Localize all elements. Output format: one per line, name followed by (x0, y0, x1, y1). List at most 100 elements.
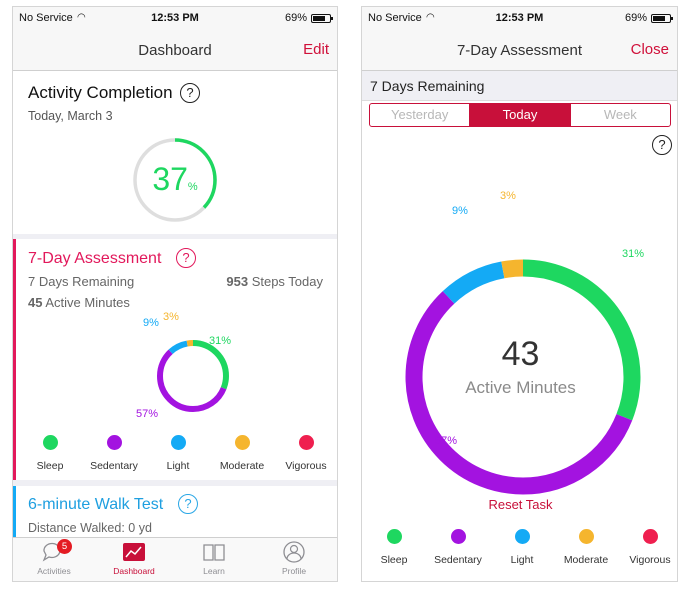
book-icon (201, 541, 227, 563)
tab-label: Dashboard (113, 566, 155, 576)
status-bar: No Service ◠ 12:53 PM 69% (13, 7, 337, 29)
carrier-label: No Service (368, 12, 422, 24)
legend-dot (234, 435, 250, 450)
center-label: Active Minutes (465, 378, 576, 397)
activity-progress-ring (133, 138, 217, 222)
wifi-icon: ◠ (77, 12, 86, 23)
battery-percent: 69% (284, 12, 307, 24)
legend-label: Light (510, 554, 534, 566)
nav-bar: Dashboard Edit (13, 29, 337, 71)
label-light: 9% (452, 205, 468, 217)
activity-progress-arc (133, 138, 217, 222)
legend-label: Vigorous (285, 460, 327, 472)
help-icon[interactable]: ? (178, 494, 198, 514)
assessment-donut-chart (405, 259, 641, 495)
legend-item-light: Light (490, 529, 554, 566)
legend-item-moderate: Moderate (554, 529, 618, 566)
segment-today[interactable]: Today (470, 104, 571, 126)
legend-dot (450, 529, 466, 544)
assessment-card[interactable]: 7-Day Assessment ? 7 Days Remaining 953 … (13, 239, 337, 480)
legend-item-vigorous: Vigorous (274, 435, 337, 472)
legend-dot (170, 435, 186, 450)
tab-profile[interactable]: Profile (254, 541, 334, 576)
reset-task-button[interactable]: Reset Task (488, 497, 553, 512)
status-bar: No Service ◠ 12:53 PM 69% (362, 7, 677, 29)
label-sleep: 31% (209, 335, 232, 347)
segment-yesterday[interactable]: Yesterday (370, 104, 471, 126)
steps-today: 953 Steps Today (226, 274, 323, 289)
status-time: 12:53 PM (495, 12, 544, 24)
active-minutes: 45 Active Minutes (28, 295, 130, 310)
legend-label: Moderate (219, 460, 265, 472)
legend-item-moderate: Moderate (210, 435, 274, 472)
tab-learn[interactable]: Learn (174, 541, 254, 576)
label-moderate: 3% (163, 311, 179, 323)
wifi-icon: ◠ (426, 12, 435, 23)
label-sleep: 31% (622, 248, 645, 260)
legend-item-vigorous: Vigorous (618, 529, 677, 566)
label-sedentary: 57% (136, 408, 159, 420)
activity-percent: 37% (152, 161, 198, 197)
assessment-screen: No Service ◠ 12:53 PM 69% 7-Day Assessme… (361, 6, 678, 582)
walk-test-card[interactable]: 6-minute Walk Test ? Distance Walked: 0 … (13, 486, 337, 546)
profile-icon (281, 541, 307, 563)
tab-label: Profile (281, 566, 307, 576)
tab-label: Learn (203, 566, 225, 576)
tab-bar: 5 Activities Dashboard Learn Profile (13, 537, 337, 581)
battery-percent: 69% (624, 12, 647, 24)
legend-dot (514, 529, 530, 544)
activity-completion-card: Activity Completion ? Today, March 3 37% (13, 71, 337, 234)
legend-label: Sleep (380, 554, 408, 566)
center-value: 43 (501, 335, 540, 373)
battery-icon (311, 14, 333, 23)
walk-test-title: 6-minute Walk Test (28, 496, 164, 513)
help-icon[interactable]: ? (176, 248, 196, 268)
activity-title: Activity Completion (28, 83, 173, 102)
legend-dot (386, 529, 402, 544)
page-title: Dashboard (138, 42, 212, 59)
legend-label: Sedentary (90, 460, 138, 472)
chat-bubble-icon: 5 (41, 539, 72, 563)
tab-activities[interactable]: 5 Activities (14, 539, 94, 576)
legend-dot (298, 435, 314, 450)
close-button[interactable]: Close (630, 41, 669, 58)
chart-icon (121, 541, 147, 563)
tab-label: Activities (37, 566, 71, 576)
donut-slice-moderate (405, 259, 641, 495)
edit-button[interactable]: Edit (303, 41, 329, 58)
legend-dot (578, 529, 594, 544)
legend-dot (642, 529, 658, 544)
period-segmented-control[interactable]: Yesterday Today Week (369, 103, 671, 127)
legend-item-sedentary: Sedentary (82, 435, 146, 472)
tab-badge: 5 (57, 539, 72, 554)
legend-label: Sedentary (434, 554, 482, 566)
legend-label: Moderate (563, 554, 609, 566)
nav-bar: 7-Day Assessment Close (362, 29, 677, 71)
tab-dashboard[interactable]: Dashboard (94, 541, 174, 576)
legend-label: Vigorous (629, 554, 671, 566)
label-moderate: 3% (500, 190, 516, 202)
days-remaining-header: 7 Days Remaining (362, 71, 677, 101)
activity-date: Today, March 3 (28, 109, 113, 123)
distance-walked: Distance Walked: 0 yd (28, 521, 152, 535)
legend-label: Sleep (36, 460, 64, 472)
help-icon[interactable]: ? (652, 135, 672, 155)
segment-week[interactable]: Week (603, 107, 637, 122)
legend-label: Light (166, 460, 190, 472)
legend-dot (106, 435, 122, 450)
legend-item-sedentary: Sedentary (426, 529, 490, 566)
status-time: 12:53 PM (151, 12, 199, 24)
label-light: 9% (143, 317, 159, 329)
page-title: 7-Day Assessment (456, 42, 583, 59)
donut-slice-moderate (157, 340, 229, 412)
dashboard-screen: No Service ◠ 12:53 PM 69% Dashboard Edit… (12, 6, 338, 582)
donut-slice-sedentary (405, 259, 641, 495)
legend-item-sleep: Sleep (18, 435, 82, 472)
help-icon[interactable]: ? (180, 83, 200, 103)
assessment-title: 7-Day Assessment (28, 250, 162, 267)
legend-dot (42, 435, 58, 450)
days-remaining: 7 Days Remaining (28, 274, 135, 289)
legend-item-light: Light (146, 435, 210, 472)
donut-slice-sedentary (157, 340, 229, 412)
assessment-donut-chart (157, 340, 229, 412)
